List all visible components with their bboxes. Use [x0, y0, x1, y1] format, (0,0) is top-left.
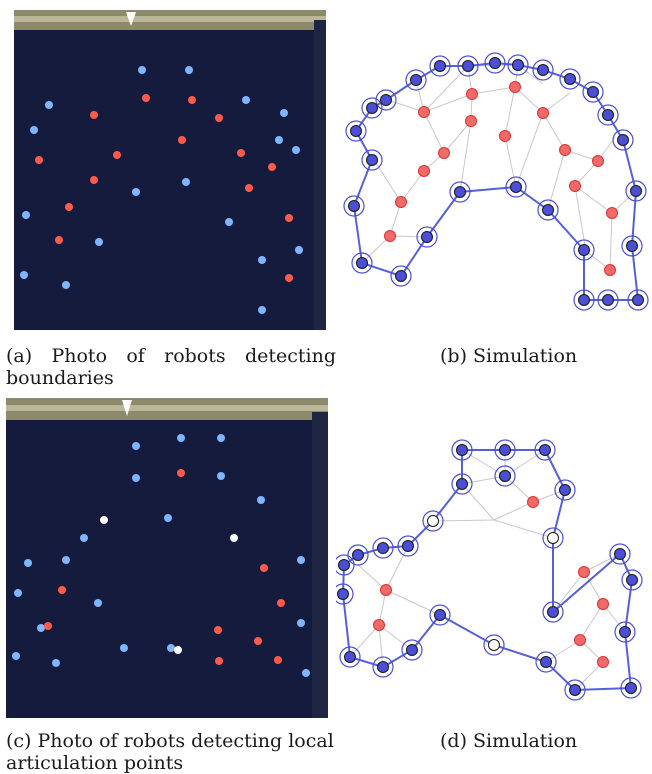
- simulation-b: [340, 48, 650, 318]
- simulation-d: [336, 434, 648, 702]
- caption-c: (c) Photo of robots detecting local arti…: [6, 730, 334, 774]
- caption-d: (d) Simulation: [440, 730, 578, 752]
- photo-a: [14, 10, 326, 330]
- caption-b: (b) Simulation: [440, 345, 578, 367]
- caption-a: (a) Photo of robots detecting boundaries: [6, 345, 336, 389]
- photo-c: [6, 398, 328, 718]
